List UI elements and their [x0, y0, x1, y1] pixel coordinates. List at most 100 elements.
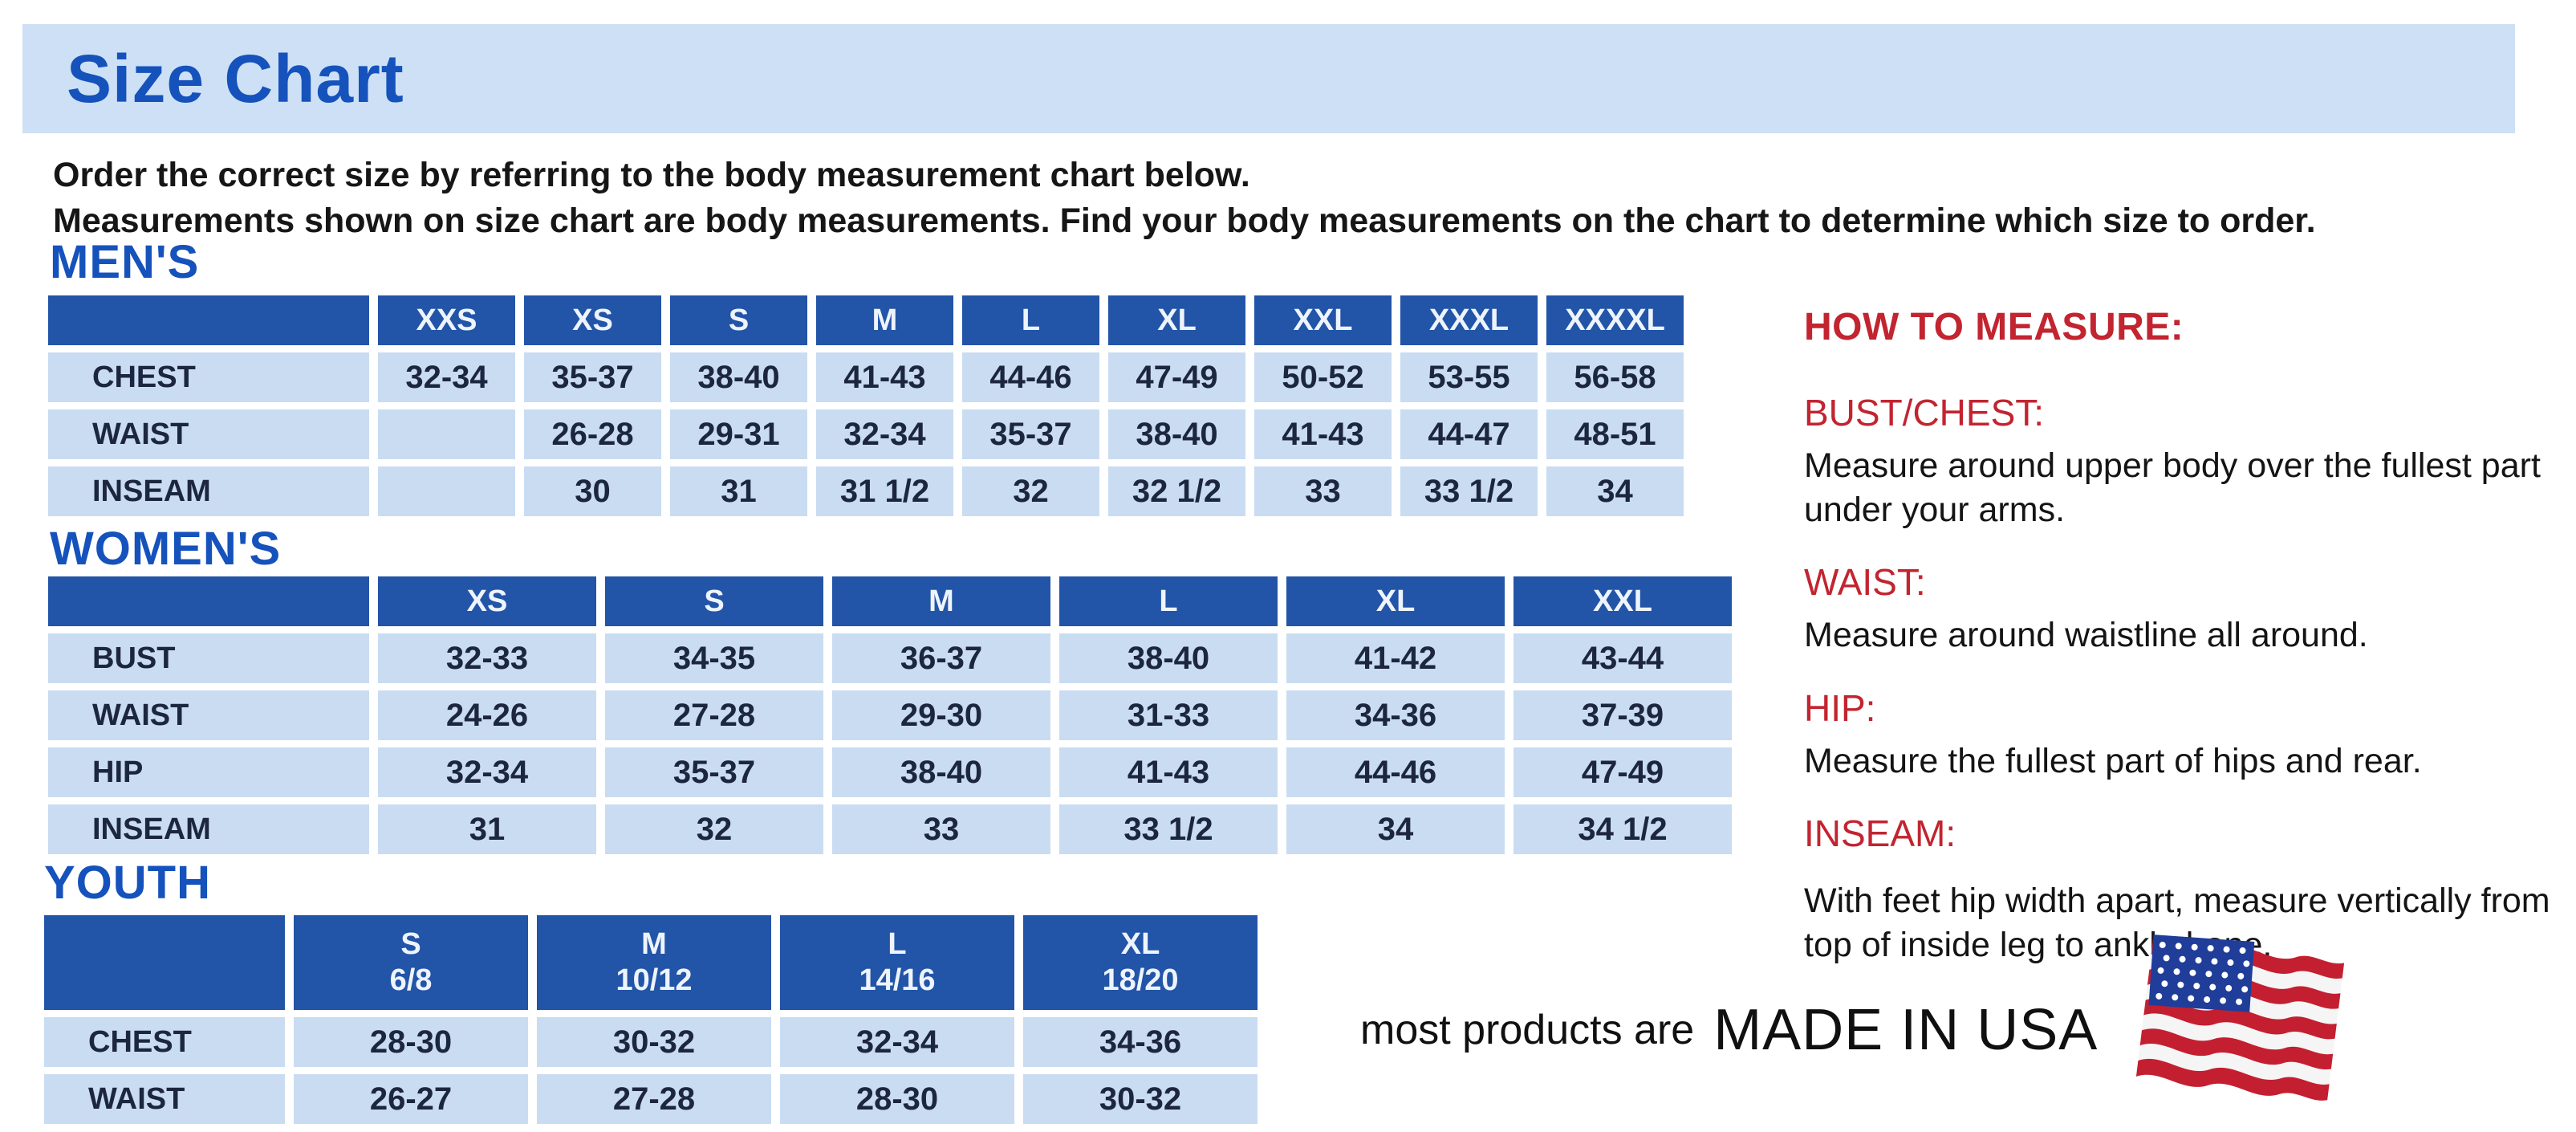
youth-cell-waist-0: 26-27 [294, 1074, 528, 1124]
womens-header-s: S [605, 576, 823, 626]
youth-cell-waist-3: 30-32 [1023, 1074, 1258, 1124]
mens-cell-inseam-5: 32 1/2 [1108, 466, 1245, 516]
womens-cell-bust-1: 34-35 [605, 633, 823, 683]
womens-cell-waist-4: 34-36 [1286, 690, 1505, 740]
mens-header-s: S [670, 295, 807, 345]
womens-cell-bust-4: 41-42 [1286, 633, 1505, 683]
mens-cell-chest-6: 50-52 [1254, 352, 1392, 402]
mens-cell-chest-5: 47-49 [1108, 352, 1245, 402]
measure-label-waist: WAIST: [1804, 561, 1926, 604]
measure-label-bust-chest: BUST/CHEST: [1804, 392, 2045, 434]
mens-cell-waist-7: 44-47 [1400, 409, 1538, 459]
mens-cell-inseam-3: 31 1/2 [816, 466, 953, 516]
womens-header-xs: XS [378, 576, 596, 626]
womens-cell-inseam-1: 32 [605, 804, 823, 854]
title-banner: Size Chart [22, 24, 2515, 133]
made-in-emphasis: MADE IN USA [1713, 998, 2099, 1062]
womens-cell-hip-2: 38-40 [832, 747, 1050, 797]
womens-cell-waist-0: 24-26 [378, 690, 596, 740]
intro-text: Order the correct size by referring to t… [53, 153, 2316, 244]
womens-header-xl: XL [1286, 576, 1505, 626]
measure-label-hip: HIP: [1804, 686, 1876, 729]
mens-cell-chest-1: 35-37 [524, 352, 661, 402]
womens-row-label-inseam: INSEAM [48, 804, 369, 854]
youth-header-xl: XL 18/20 [1023, 915, 1258, 1010]
womens-cell-waist-1: 27-28 [605, 690, 823, 740]
mens-cell-chest-7: 53-55 [1400, 352, 1538, 402]
womens-cell-bust-0: 32-33 [378, 633, 596, 683]
womens-cell-waist-5: 37-39 [1514, 690, 1732, 740]
womens-row-label-hip: HIP [48, 747, 369, 797]
youth-cell-chest-0: 28-30 [294, 1017, 528, 1067]
youth-cell-chest-1: 30-32 [537, 1017, 771, 1067]
womens-header-xxl: XXL [1514, 576, 1732, 626]
womens-cell-inseam-4: 34 [1286, 804, 1505, 854]
mens-cell-inseam-4: 32 [962, 466, 1099, 516]
mens-cell-chest-3: 41-43 [816, 352, 953, 402]
mens-cell-waist-5: 38-40 [1108, 409, 1245, 459]
mens-cell-inseam-8: 34 [1546, 466, 1684, 516]
measure-text-hip: Measure the fullest part of hips and rea… [1804, 741, 2422, 780]
measure-label-inseam: INSEAM: [1804, 812, 1956, 855]
youth-size-table: S 6/8 M 10/12 L 14/16 XL 18/20 CHEST 28-30 30-32 32… [44, 915, 1258, 1124]
mens-cell-waist-3: 32-34 [816, 409, 953, 459]
page-title: Size Chart [67, 40, 404, 116]
womens-cell-inseam-0: 31 [378, 804, 596, 854]
womens-header-corner [48, 576, 369, 626]
womens-cell-hip-3: 41-43 [1059, 747, 1278, 797]
mens-row-label-chest: CHEST [48, 352, 369, 402]
womens-header-m: M [832, 576, 1050, 626]
mens-cell-waist-0 [378, 409, 515, 459]
mens-header-xxl: XXL [1254, 295, 1392, 345]
mens-row-label-inseam: INSEAM [48, 466, 369, 516]
youth-row-label-chest: CHEST [44, 1017, 285, 1067]
made-in-usa-line: most products are MADE IN USA [1360, 931, 2366, 1129]
mens-cell-waist-6: 41-43 [1254, 409, 1392, 459]
section-heading-mens: MEN'S [50, 236, 200, 288]
womens-cell-inseam-3: 33 1/2 [1059, 804, 1278, 854]
youth-header-l: L 14/16 [780, 915, 1014, 1010]
section-heading-womens: WOMEN'S [50, 523, 282, 575]
mens-cell-inseam-6: 33 [1254, 466, 1392, 516]
youth-cell-waist-2: 28-30 [780, 1074, 1014, 1124]
youth-cell-waist-1: 27-28 [537, 1074, 771, 1124]
mens-row-label-waist: WAIST [48, 409, 369, 459]
how-to-measure-title: HOW TO MEASURE: [1804, 306, 2184, 348]
womens-cell-bust-3: 38-40 [1059, 633, 1278, 683]
made-in-prefix: most products are [1360, 1007, 1695, 1053]
mens-header-corner [48, 295, 369, 345]
mens-cell-waist-1: 26-28 [524, 409, 661, 459]
womens-row-label-waist: WAIST [48, 690, 369, 740]
womens-cell-hip-5: 47-49 [1514, 747, 1732, 797]
mens-header-xxxxl: XXXXL [1546, 295, 1684, 345]
mens-cell-chest-0: 32-34 [378, 352, 515, 402]
mens-cell-inseam-2: 31 [670, 466, 807, 516]
mens-cell-inseam-7: 33 1/2 [1400, 466, 1538, 516]
section-heading-youth: YOUTH [44, 857, 211, 909]
mens-cell-inseam-1: 30 [524, 466, 661, 516]
mens-cell-inseam-0 [378, 466, 515, 516]
youth-header-corner [44, 915, 285, 1010]
mens-cell-waist-8: 48-51 [1546, 409, 1684, 459]
womens-cell-bust-2: 36-37 [832, 633, 1050, 683]
mens-cell-waist-4: 35-37 [962, 409, 1099, 459]
mens-header-xl: XL [1108, 295, 1245, 345]
mens-cell-waist-2: 29-31 [670, 409, 807, 459]
intro-line-2: Measurements shown on size chart are bod… [53, 202, 2316, 241]
us-flag-icon [2125, 932, 2366, 1128]
womens-cell-hip-1: 35-37 [605, 747, 823, 797]
womens-cell-inseam-2: 33 [832, 804, 1050, 854]
mens-size-table: XXS XS S M L XL XXL XXXL XXXXL CHEST 32-34 35-37 38-… [48, 295, 1684, 516]
measure-text-waist: Measure around waistline all around. [1804, 616, 2368, 655]
mens-header-xxxl: XXXL [1400, 295, 1538, 345]
measure-text-bust-chest: Measure around upper body over the fulle… [1804, 446, 2541, 529]
womens-cell-waist-3: 31-33 [1059, 690, 1278, 740]
mens-cell-chest-4: 44-46 [962, 352, 1099, 402]
youth-row-label-waist: WAIST [44, 1074, 285, 1124]
how-to-measure-section: HOW TO MEASURE: BUST/CHEST: Measure arou… [1804, 305, 2566, 967]
womens-cell-waist-2: 29-30 [832, 690, 1050, 740]
mens-header-xs: XS [524, 295, 661, 345]
youth-header-s: S 6/8 [294, 915, 528, 1010]
womens-row-label-bust: BUST [48, 633, 369, 683]
